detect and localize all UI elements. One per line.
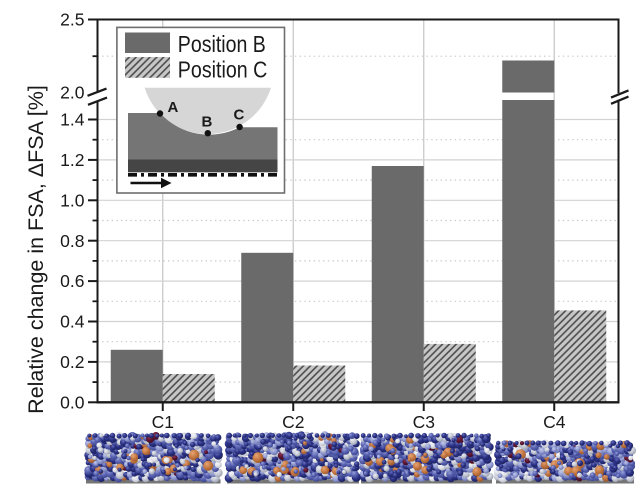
svg-text:B: B — [202, 114, 213, 131]
svg-text:C1: C1 — [152, 412, 174, 432]
svg-text:2.5: 2.5 — [60, 10, 84, 30]
svg-text:C3: C3 — [413, 412, 435, 432]
svg-text:Relative change in FSA, ΔFSA [: Relative change in FSA, ΔFSA [%] — [24, 85, 48, 414]
svg-text:0.0: 0.0 — [60, 392, 85, 412]
svg-text:Position C: Position C — [178, 57, 268, 83]
svg-text:0.4: 0.4 — [60, 312, 85, 332]
svg-text:0.6: 0.6 — [60, 271, 84, 291]
svg-text:Position B: Position B — [178, 31, 266, 57]
svg-text:1.2: 1.2 — [60, 150, 84, 170]
svg-text:2.0: 2.0 — [60, 82, 85, 102]
svg-text:0.8: 0.8 — [60, 231, 84, 251]
svg-text:1.0: 1.0 — [60, 190, 85, 210]
svg-text:A: A — [168, 99, 179, 116]
svg-text:C4: C4 — [543, 412, 566, 432]
svg-text:C2: C2 — [282, 412, 304, 432]
svg-text:1.4: 1.4 — [60, 110, 85, 130]
svg-text:0.2: 0.2 — [60, 352, 84, 372]
svg-text:C: C — [234, 107, 245, 124]
